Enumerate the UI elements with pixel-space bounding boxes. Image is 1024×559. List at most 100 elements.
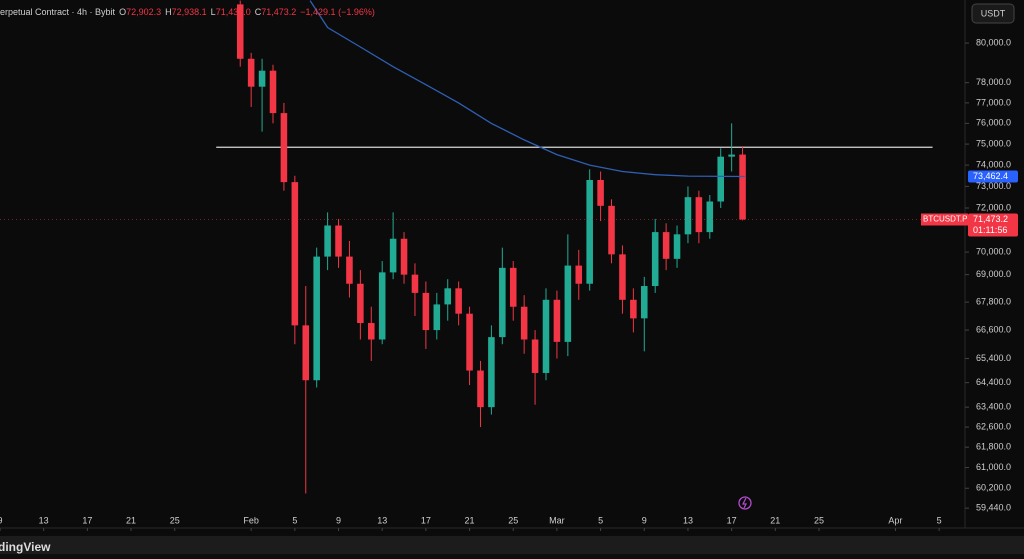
high: 72,938.1 [172,7,207,17]
x-tick-label: 21 [126,515,136,525]
candle-body [280,113,288,183]
candle-body [651,232,659,287]
candle-body [346,256,353,284]
x-tick-label: 13 [39,515,49,525]
ma-tag-label: 73,462.4 [973,171,1008,181]
candle-body [422,292,430,331]
high-key: H [165,7,172,17]
candle-body [630,299,637,319]
candle-body [619,254,626,300]
candle-body [706,201,714,233]
x-tick-label: 25 [508,515,518,525]
candle-body [357,283,364,324]
x-tick-label: 9 [0,515,3,525]
candle-body [608,205,615,255]
x-tick-label: 13 [377,515,387,525]
candle-body [553,299,561,342]
candle-body [499,267,506,338]
x-tick-label: 17 [421,515,431,525]
candle-body [684,197,692,235]
y-tick-label: 80,000.0 [976,37,1011,47]
candle-body [291,182,299,326]
x-tick-label: 21 [770,515,780,525]
y-tick-label: 67,800.0 [976,296,1011,306]
x-tick-label: 25 [814,515,824,525]
candle-body [542,299,550,373]
symbol: erpetual Contract · 4h · Bybit [0,7,116,17]
y-tick-label: 77,000.0 [976,97,1011,107]
x-tick-label: 9 [336,515,341,525]
candle-body [411,274,419,293]
candle-body [258,70,266,87]
plot [0,0,1024,529]
y-tick-label: 76,000.0 [976,118,1011,128]
y-tick-label: 65,400.0 [976,353,1011,363]
candle-body [531,339,539,373]
candle-body [488,337,495,408]
x-tick-label: Mar [549,515,565,525]
candle-body [739,154,746,220]
candle-body [728,154,735,157]
x-tick-label: 17 [727,515,737,525]
x-tick-label: 5 [937,515,942,525]
x-tick-label: 13 [683,515,693,525]
symbol-tag [921,213,968,226]
candle-body [444,288,451,305]
candle-body [509,267,517,307]
candle-body [368,323,375,340]
footer-bar [0,536,1024,554]
x-tick-label: Feb [243,515,259,525]
candle-body [247,58,255,87]
low: 71,433.0 [216,7,251,17]
x-tick-label: 9 [642,515,647,525]
countdown: 01:11:56 [973,225,1007,235]
candle-body [520,306,528,340]
alert-icon[interactable] [738,496,752,510]
y-tick-label: 61,000.0 [976,462,1011,472]
currency-button[interactable] [971,3,1015,24]
candle-body [302,325,310,381]
y-tick-label: 61,800.0 [976,442,1011,452]
candle-body [695,197,703,233]
low-key: L [211,7,216,17]
candle-body [575,265,583,284]
price-tag-label: 71,473.2 [973,214,1008,224]
y-tick-label: 69,000.0 [976,269,1011,279]
y-tick-label: 63,400.0 [976,402,1011,412]
candle-body [269,70,277,114]
x-tick-label: 5 [292,515,297,525]
candle-body [455,288,462,314]
y-tick-label: 59,440.0 [976,503,1011,513]
open: 72,902.3 [126,7,161,17]
y-tick-label: 73,000.0 [976,181,1011,191]
y-tick-label: 60,200.0 [976,483,1011,493]
symbol-tag-label: BTCUSDT.P [923,215,967,224]
candle-body [466,313,473,371]
candle-body [477,370,484,408]
candle-body [673,234,681,259]
candle-body [564,265,572,342]
y-tick-label: 72,000.0 [976,202,1011,212]
y-tick-label: 74,000.0 [976,159,1011,169]
header: erpetual Contract · 4h · Bybit O72,902.3 H… [0,7,375,17]
candle-body [378,272,386,340]
candle-body [662,232,670,259]
change: −1,429.1 (−1.96%) [300,7,375,17]
candle-body [586,179,593,284]
candle-body [597,179,604,206]
candle-body [400,238,408,275]
close-key: C [255,7,262,17]
y-tick-label: 78,000.0 [976,77,1011,87]
candle-body [324,225,331,257]
x-tick-label: 5 [598,515,603,525]
ma-tag [968,170,1018,183]
candle-body [236,4,244,59]
currency[interactable]: USDT [981,8,1006,18]
brand: dingView [0,540,51,554]
moving-average [309,0,745,178]
candle-body [433,304,441,331]
x-tick-label: 17 [82,515,92,525]
open-key: O [119,7,126,17]
y-tick-label: 62,600.0 [976,421,1011,431]
